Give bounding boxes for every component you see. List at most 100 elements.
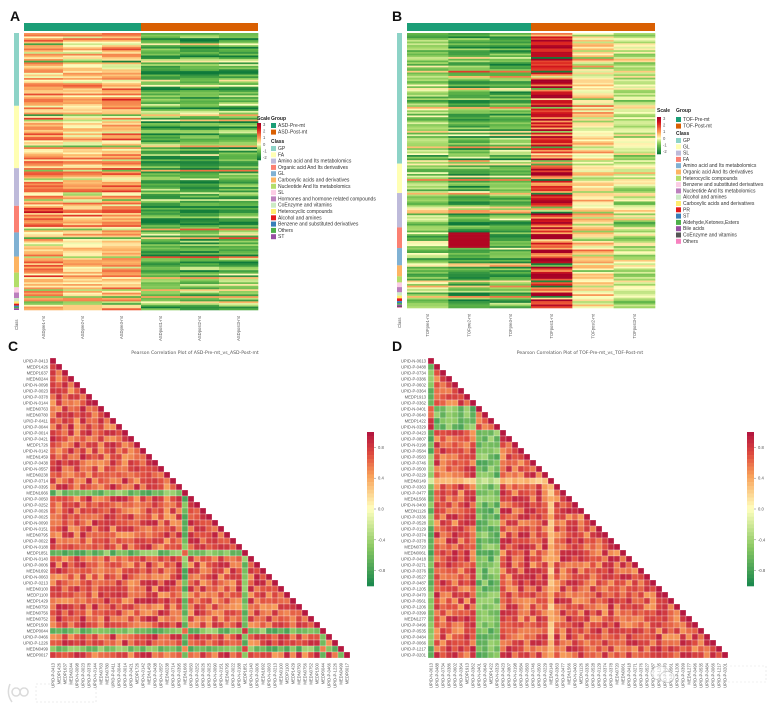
heatmap-cell <box>24 221 64 224</box>
correlation-cell <box>73 441 81 449</box>
scale-legend-title: Scale <box>257 116 270 122</box>
heatmap-cell <box>572 117 614 120</box>
correlation-cell <box>277 621 285 629</box>
correlation-cell <box>613 633 621 641</box>
heatmap-cell <box>448 93 490 96</box>
scale-colorbar-segment <box>657 129 661 131</box>
correlation-cell <box>85 651 93 659</box>
scale-colorbar-segment <box>257 139 261 141</box>
heatmap-cell <box>448 180 490 183</box>
correlation-cell <box>103 477 111 485</box>
correlation-cell <box>601 543 609 551</box>
heatmap-cell <box>448 75 490 78</box>
heatmap-cell <box>407 55 449 58</box>
correlation-cell <box>55 381 63 389</box>
correlation-cell <box>553 489 561 497</box>
heatmap-cell <box>613 306 656 309</box>
heatmap-cell <box>407 295 449 298</box>
correlation-cell <box>487 573 495 581</box>
correlation-cell <box>157 525 165 533</box>
heatmap-cell <box>572 194 614 197</box>
correlation-cell <box>445 393 453 401</box>
correlation-cell <box>565 531 573 539</box>
correlation-cell <box>223 633 231 641</box>
correlation-cell <box>433 645 441 653</box>
row-label: UPID-P-0023 <box>23 389 49 394</box>
correlation-cell <box>505 495 513 503</box>
heatmap-cell <box>448 239 490 242</box>
heatmap-cell <box>141 268 181 271</box>
correlation-cell <box>211 555 219 563</box>
heatmap-cell <box>407 117 449 120</box>
heatmap-cell <box>180 197 220 200</box>
heatmap-cell <box>489 271 532 274</box>
correlation-cell <box>109 651 117 659</box>
correlation-cell <box>211 543 219 551</box>
correlation-cell <box>499 519 507 527</box>
heatmap-cell <box>489 153 532 156</box>
heatmap-cell <box>219 176 259 179</box>
correlation-cell <box>295 633 303 641</box>
correlation-cell <box>589 555 597 563</box>
colorbar-tick-label: -0.4 <box>758 537 766 542</box>
correlation-cell <box>49 507 57 515</box>
heatmap-cell <box>102 46 142 49</box>
heatmap-cell <box>219 213 259 216</box>
correlation-cell <box>91 399 99 407</box>
correlation-cell <box>547 621 555 629</box>
heatmap-cell <box>63 162 103 165</box>
correlation-cell <box>445 579 453 587</box>
correlation-cell <box>553 537 561 545</box>
correlation-cell <box>247 561 255 569</box>
correlation-cell <box>61 639 69 647</box>
correlation-cell <box>97 603 105 611</box>
heatmap-cell <box>407 74 449 77</box>
correlation-cell <box>109 477 117 485</box>
heatmap-cell <box>531 34 573 37</box>
correlation-cell <box>109 579 117 587</box>
heatmap-cell <box>531 167 573 170</box>
heatmap-cell <box>613 261 656 264</box>
heatmap-cell <box>24 296 64 299</box>
correlation-cell <box>325 651 333 659</box>
correlation-cell <box>283 609 291 617</box>
correlation-cell <box>529 597 537 605</box>
heatmap-cell <box>448 130 490 133</box>
correlation-cell <box>283 603 291 611</box>
heatmap-cell <box>572 136 614 139</box>
correlation-cell <box>469 453 477 461</box>
correlation-cell <box>55 597 63 605</box>
heatmap-cell <box>102 109 142 112</box>
correlation-cell <box>487 543 495 551</box>
correlation-cell <box>223 603 231 611</box>
correlation-cell <box>505 531 513 539</box>
correlation-cell <box>457 459 465 467</box>
sample-label: TOFpost3-mt <box>632 313 637 338</box>
heatmap-cell <box>180 135 220 138</box>
correlation-cell <box>55 633 63 641</box>
correlation-cell <box>469 429 477 437</box>
heatmap-cell <box>613 120 656 123</box>
heatmap-cell <box>102 45 142 48</box>
heatmap-cell <box>407 161 449 164</box>
correlation-cell <box>121 447 129 455</box>
heatmap-cell <box>489 184 532 187</box>
correlation-cell <box>451 465 459 473</box>
heatmap-cell <box>219 166 259 169</box>
correlation-cell <box>145 471 153 479</box>
correlation-cell <box>97 531 105 539</box>
correlation-cell <box>553 585 561 593</box>
heatmap-cell <box>448 63 490 66</box>
correlation-cell <box>67 531 75 539</box>
heatmap-cell <box>613 41 656 44</box>
correlation-cell <box>577 645 585 653</box>
correlation-cell <box>205 513 213 521</box>
column-label: MEDP1851 <box>243 662 248 684</box>
correlation-cell <box>91 549 99 557</box>
correlation-cell <box>463 645 471 653</box>
heatmap-cell <box>531 239 573 242</box>
heatmap-cell <box>219 79 259 82</box>
correlation-cell <box>445 441 453 449</box>
heatmap-cell <box>219 148 259 152</box>
correlation-cell <box>193 561 201 569</box>
